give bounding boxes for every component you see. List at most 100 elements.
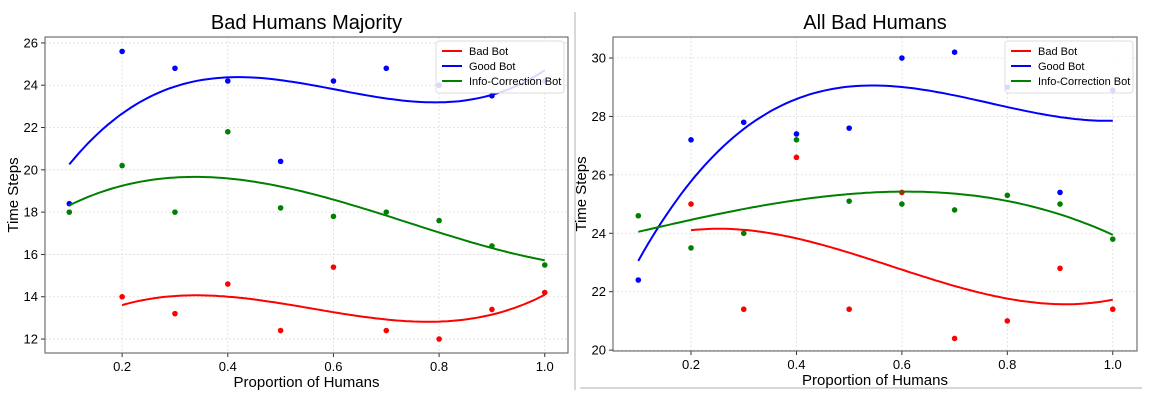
data-point	[541, 289, 548, 296]
data-point	[740, 119, 747, 126]
chart-1: 0.2 0.4 0.6 0.8 1.0 20 22 24 26 28 30 Bad Bot Good B…	[573, 12, 1138, 389]
data-point	[635, 277, 642, 283]
data-point	[688, 137, 694, 143]
data-point	[1057, 265, 1063, 272]
data-point	[740, 306, 747, 313]
data-point	[951, 207, 958, 213]
y-tick-label: 14	[24, 289, 38, 304]
legend-label: Good Bot	[469, 61, 515, 73]
chart-title: All Bad Humans	[803, 12, 946, 34]
legend-label: Bad Bot	[469, 46, 508, 58]
trend-line	[121, 293, 546, 323]
y-tick-label: 30	[592, 51, 606, 66]
x-tick-label: 0.8	[430, 359, 448, 374]
data-point	[383, 327, 390, 334]
data-point	[688, 201, 694, 207]
x-tick-label: 0.4	[787, 357, 805, 372]
data-point	[541, 262, 548, 268]
data-point	[740, 230, 747, 237]
plot-area	[44, 36, 569, 354]
y-tick-label: 22	[592, 284, 606, 299]
data-point	[330, 213, 337, 220]
data-point	[383, 209, 390, 215]
x-tick-label: 0.6	[324, 359, 342, 374]
data-point	[1057, 189, 1063, 196]
data-point	[793, 137, 800, 143]
chart-title: Bad Humans Majority	[211, 12, 402, 34]
data-point	[951, 49, 958, 55]
x-tick-label: 1.0	[1104, 357, 1122, 372]
trend-line	[68, 175, 545, 262]
data-point	[846, 125, 852, 131]
y-tick-label: 20	[592, 343, 606, 358]
data-point	[1004, 318, 1011, 324]
series-good-bot	[635, 49, 1116, 283]
x-tick-label: 1.0	[536, 359, 554, 374]
y-tick-label: 24	[24, 78, 38, 93]
y-tick-label: 18	[24, 205, 38, 220]
legend-label: Good Bot	[1038, 61, 1084, 73]
series-info-correction-bot	[635, 137, 1116, 251]
trend-line	[638, 190, 1114, 236]
data-point	[846, 306, 852, 313]
legend-box	[1004, 40, 1134, 94]
y-tick-label: 24	[592, 226, 606, 241]
data-point	[899, 55, 905, 61]
plot-area	[612, 36, 1138, 352]
y-tick-label: 16	[24, 247, 38, 262]
x-tick-label: 0.8	[998, 357, 1016, 372]
data-point	[119, 293, 125, 300]
data-point	[793, 154, 800, 161]
legend-box	[435, 40, 565, 94]
data-point	[489, 306, 495, 313]
data-point	[489, 243, 495, 249]
legend-label: Info-Correction Bot	[469, 76, 561, 88]
x-tick-label: 0.6	[893, 357, 911, 372]
data-point	[172, 65, 178, 72]
data-point	[1004, 192, 1011, 199]
legend-label: Info-Correction Bot	[1038, 76, 1130, 88]
trend-line	[637, 84, 1113, 262]
y-axis-label: Time Steps	[573, 156, 590, 231]
data-point	[1109, 236, 1116, 242]
y-tick-label: 28	[592, 109, 606, 124]
data-point	[899, 201, 905, 207]
data-point	[383, 65, 390, 72]
data-point	[277, 158, 284, 165]
x-tick-label: 0.2	[113, 359, 131, 374]
data-point	[224, 78, 231, 84]
data-point	[224, 128, 231, 135]
data-point	[793, 131, 800, 137]
data-point	[1057, 201, 1063, 207]
data-point	[66, 209, 73, 215]
data-point	[172, 310, 178, 317]
x-axis-label: Proportion of Humans	[802, 372, 948, 389]
data-point	[172, 209, 178, 215]
data-point	[436, 336, 442, 342]
data-point	[119, 48, 125, 55]
y-tick-label: 26	[24, 35, 38, 50]
data-point	[277, 205, 284, 211]
data-point	[224, 281, 231, 287]
legend: Bad Bot Good Bot Info-Correction Bot	[435, 40, 565, 94]
legend: Bad Bot Good Bot Info-Correction Bot	[1004, 40, 1134, 94]
y-tick-label: 20	[24, 162, 38, 177]
trend-line	[68, 69, 546, 166]
y-tick-label: 26	[592, 167, 606, 182]
x-tick-label: 0.2	[682, 357, 700, 372]
data-point	[846, 198, 852, 204]
data-point	[277, 327, 284, 334]
data-point	[330, 78, 337, 84]
x-tick-label: 0.4	[219, 359, 237, 374]
series-bad-bot	[119, 264, 548, 342]
data-point	[436, 217, 442, 224]
chart-0: 0.2 0.4 0.6 0.8 1.0 12 14 16 18 20 22 24 26 Bad Bot Go…	[5, 12, 569, 391]
y-tick-label: 12	[24, 332, 38, 347]
data-point	[119, 162, 125, 169]
data-point	[688, 245, 694, 251]
data-point	[951, 335, 958, 342]
data-point	[1109, 306, 1116, 313]
trend-line	[690, 227, 1113, 306]
y-tick-label: 22	[24, 120, 38, 135]
